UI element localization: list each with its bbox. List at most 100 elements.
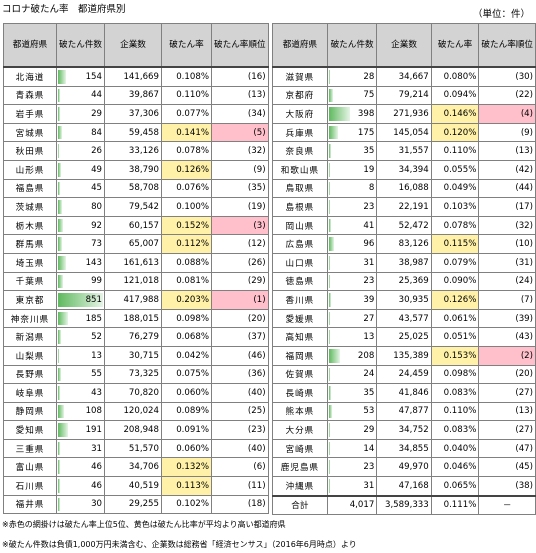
count-cell: 23 — [326, 197, 378, 217]
count-cell: 92 — [56, 215, 105, 236]
table-row: 石川県 46 40,519 0.113% (11) — [3, 476, 269, 496]
count-cell: 31 — [326, 476, 378, 497]
total-label: 合計 — [272, 494, 328, 516]
count-cell: 46 — [56, 457, 105, 478]
rank-cell: (26) — [211, 252, 269, 273]
count-value: 35 — [363, 146, 375, 157]
count-bar — [328, 293, 331, 307]
count-cell: 8 — [326, 178, 378, 199]
firms-cell: 38,790 — [104, 159, 162, 180]
table-row: 秋田県 26 33,126 0.078% (32) — [3, 141, 269, 161]
rate-cell: 0.049% — [430, 178, 480, 199]
firms-cell: 161,613 — [104, 252, 162, 273]
rate-cell: 0.108% — [161, 66, 212, 87]
count-bar — [58, 311, 68, 326]
count-cell: 31 — [326, 252, 378, 273]
header-firms: 企業数 — [104, 23, 162, 68]
count-value: 52 — [91, 332, 102, 343]
table-row: 徳島県 23 25,369 0.090% (24) — [272, 271, 536, 292]
count-value: 208 — [357, 350, 375, 361]
count-bar — [328, 107, 351, 121]
rate-cell: 0.088% — [161, 252, 212, 273]
table-row: 佐賀県 24 24,459 0.098% (20) — [272, 364, 536, 385]
rank-cell: (29) — [211, 271, 269, 292]
rank-cell: (22) — [478, 85, 536, 106]
rate-cell: 0.110% — [161, 85, 212, 106]
firms-cell: 34,752 — [376, 420, 432, 440]
table-row: 茨城県 80 79,542 0.100% (19) — [3, 197, 269, 217]
count-value: 26 — [91, 146, 102, 157]
table-row: 群馬県 73 65,007 0.112% (12) — [3, 234, 269, 254]
count-cell: 55 — [56, 364, 105, 385]
pref-cell: 沖縄県 — [272, 476, 328, 497]
table-row: 沖縄県 31 47,168 0.065% (38) — [272, 476, 536, 497]
table-row: 鳥取県 8 16,088 0.049% (44) — [272, 178, 536, 199]
count-value: 23 — [363, 462, 375, 473]
pref-cell: 富山県 — [3, 457, 57, 478]
count-bar — [328, 441, 330, 456]
count-bar — [328, 88, 333, 103]
rate-cell: 0.077% — [161, 104, 212, 124]
count-bar — [58, 255, 66, 270]
count-bar — [58, 274, 64, 289]
count-cell: 29 — [56, 104, 105, 124]
rate-cell: 0.113% — [161, 476, 212, 496]
count-cell: 53 — [326, 401, 378, 422]
rank-cell: (11) — [211, 476, 269, 496]
pref-cell: 滋賀県 — [272, 66, 328, 87]
rate-cell: 0.141% — [161, 122, 212, 143]
table-row: 静岡県 108 120,024 0.089% (25) — [3, 401, 269, 422]
pref-cell: 福井県 — [3, 494, 57, 515]
pref-cell: 京都府 — [272, 85, 328, 106]
table-row: 山形県 49 38,790 0.126% (9) — [3, 159, 269, 180]
count-bar — [328, 367, 331, 382]
rate-cell: 0.091% — [161, 420, 212, 440]
table-row: 長崎県 35 41,846 0.083% (27) — [272, 383, 536, 403]
count-bar — [328, 200, 331, 214]
count-cell: 46 — [56, 476, 105, 496]
count-cell: 43 — [56, 383, 105, 403]
table-row: 京都府 75 79,214 0.094% (22) — [272, 85, 536, 106]
pref-cell: 香川県 — [272, 290, 328, 310]
count-bar — [328, 162, 330, 177]
firms-cell: 76,279 — [104, 327, 162, 347]
pref-cell: 福岡県 — [272, 345, 328, 366]
pref-cell: 群馬県 — [3, 234, 57, 254]
rate-cell: 0.051% — [430, 327, 480, 347]
count-value: 44 — [91, 90, 102, 101]
rate-cell: 0.102% — [161, 494, 212, 515]
note-highlight: ※赤色の網掛けは破たん率上位5位、黄色は破たん比率が平均より高い都道府県 — [2, 520, 286, 529]
count-bar — [58, 348, 59, 363]
firms-cell: 208,948 — [104, 420, 162, 440]
count-value: 80 — [91, 201, 102, 212]
firms-cell: 49,970 — [376, 457, 432, 478]
count-cell: 851 — [56, 290, 105, 310]
rate-cell: 0.126% — [430, 290, 480, 310]
table-row: 大阪府 398 271,936 0.146% (4) — [272, 104, 536, 124]
rank-cell: (31) — [478, 252, 536, 273]
table-row: 神奈川県 185 188,015 0.098% (20) — [3, 308, 269, 329]
count-bar — [328, 460, 331, 475]
firms-cell: 52,472 — [376, 215, 432, 236]
count-value: 24 — [363, 369, 375, 380]
rank-cell: (43) — [478, 327, 536, 347]
rate-cell: 0.126% — [161, 159, 212, 180]
count-bar — [328, 423, 331, 437]
rank-cell: (4) — [478, 104, 536, 124]
count-bar — [328, 311, 331, 326]
count-cell: 45 — [56, 178, 105, 199]
rate-cell: 0.078% — [430, 215, 480, 236]
rate-cell: 0.060% — [161, 383, 212, 403]
count-value: 75 — [363, 90, 375, 101]
count-value: 185 — [85, 313, 102, 324]
total-rate: 0.111% — [430, 494, 480, 516]
right-table: 都道府県 破たん件数 企業数 破たん率 破たん率順位 滋賀県 28 34,667 0.… — [272, 23, 536, 516]
firms-cell: 34,667 — [376, 66, 432, 87]
count-cell: 84 — [56, 122, 105, 143]
count-bar — [328, 404, 332, 419]
rate-cell: 0.076% — [161, 178, 212, 199]
rank-cell: (20) — [211, 308, 269, 329]
rate-cell: 0.055% — [430, 159, 480, 180]
count-value: 99 — [91, 276, 102, 287]
count-bar — [58, 144, 60, 158]
